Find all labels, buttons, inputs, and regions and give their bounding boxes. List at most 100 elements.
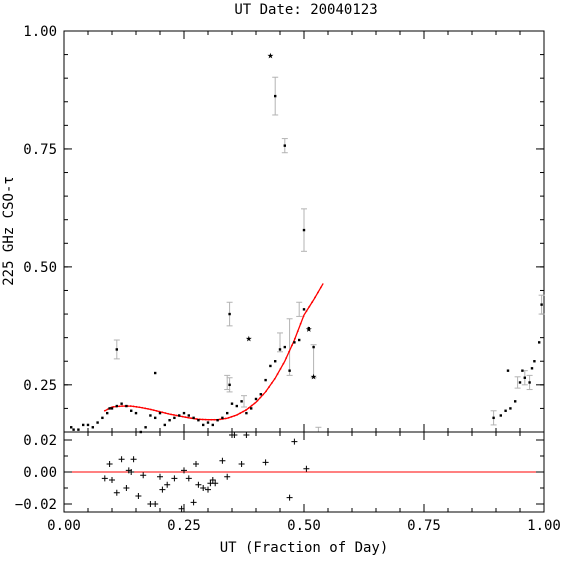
data-point [91, 426, 94, 429]
data-point [523, 376, 526, 379]
data-point [110, 407, 114, 410]
x-tick-label: 1.00 [527, 518, 561, 534]
fit-curve-point [317, 291, 319, 294]
tau-error-bars [113, 76, 545, 433]
fit-curve-point [247, 407, 250, 409]
data-point [533, 360, 536, 363]
residual-point [200, 485, 207, 491]
residual-point [123, 485, 130, 491]
fit-curve-point [141, 406, 144, 409]
data-point [182, 411, 186, 415]
data-point [240, 400, 243, 403]
residual-point [205, 486, 211, 493]
data-point [72, 428, 75, 431]
data-point [302, 228, 306, 232]
data-point [235, 404, 238, 408]
fit-curve-point [305, 310, 308, 313]
residual-point [171, 475, 178, 482]
fit-curve-point [152, 409, 155, 412]
fit-curve-point [282, 362, 285, 365]
data-point [492, 416, 495, 420]
data-point [245, 411, 248, 415]
data-point [70, 426, 73, 429]
fit-curve-point [219, 418, 221, 421]
residual-point [212, 480, 219, 487]
fit-curve-point [175, 414, 178, 417]
data-point [101, 416, 104, 420]
data-point [154, 371, 157, 375]
fit-curve-point [256, 399, 259, 402]
tau-y-axis-label: 225 GHz CSO-τ [1, 176, 17, 286]
fit-curve-point [239, 412, 242, 415]
fit-curve-point [167, 412, 170, 415]
fit-curve-point [181, 415, 184, 418]
data-point [521, 369, 524, 372]
residual-point [113, 489, 120, 496]
tau-fit-curve [103, 283, 324, 421]
residual-point [152, 501, 159, 507]
fit-curve-point [155, 409, 158, 412]
fit-curve-point [187, 416, 190, 419]
fit-curve-point [259, 396, 262, 399]
data-point [509, 407, 512, 410]
data-point [283, 345, 286, 349]
data-point-star: ★ [267, 49, 274, 62]
data-point [538, 341, 541, 344]
fit-curve-point [288, 350, 291, 353]
residual-point [193, 461, 199, 467]
fit-curve-point [230, 415, 233, 418]
residual-point [303, 465, 310, 472]
data-point [108, 407, 111, 410]
fit-curve-point [314, 296, 316, 299]
residual-point [209, 477, 216, 483]
data-point-star: ★ [245, 332, 252, 345]
data-point [187, 414, 190, 417]
data-point [226, 411, 229, 415]
fit-curve-point [245, 409, 247, 411]
fit-curve-point [270, 382, 273, 384]
fit-curve-point [106, 408, 109, 411]
data-point [130, 409, 133, 412]
data-point [202, 423, 205, 427]
fit-curve-point [173, 414, 175, 416]
residual-point [238, 461, 245, 467]
data-point [163, 423, 166, 427]
data-point [125, 404, 128, 408]
residual-point [164, 481, 171, 488]
data-point [144, 426, 147, 429]
fit-curve-point [135, 405, 138, 408]
fit-curve-point [268, 386, 270, 389]
fit-curve-point [144, 407, 147, 410]
residual-point [157, 473, 163, 480]
data-point [269, 364, 272, 368]
y-tick-label: 0.25 [23, 378, 57, 394]
y-tick-label: 0.75 [23, 142, 57, 158]
fit-curve-point [224, 417, 227, 420]
data-point [264, 378, 267, 382]
tau-data-points: ★ ★ ★ ★ [70, 49, 543, 434]
data-point-star: ★ [305, 322, 312, 335]
fit-curve-point [121, 405, 123, 407]
fit-curve-point [233, 414, 236, 417]
fit-curve-point [299, 322, 302, 325]
fit-curve-point [296, 330, 299, 333]
residual-y-tick-label: −0.02 [15, 497, 57, 513]
fit-curve-point [184, 416, 187, 419]
y-tick-label: 0.50 [23, 260, 57, 276]
data-point [173, 416, 176, 420]
residual-y-tick-label: 0.02 [23, 433, 57, 449]
x-tick-label: 0.75 [407, 518, 441, 534]
residual-point [286, 494, 293, 501]
fit-curve-point [129, 405, 132, 407]
data-point [106, 411, 109, 415]
fit-curve-point [236, 413, 239, 416]
data-point [307, 327, 310, 330]
fit-curve-point [273, 378, 276, 380]
residual-point [291, 438, 298, 445]
data-point [192, 416, 195, 420]
data-point [82, 423, 85, 427]
fit-curve-point [291, 344, 293, 347]
data-point [254, 397, 258, 401]
fit-curve-point [265, 390, 267, 393]
residual-point [219, 457, 226, 464]
